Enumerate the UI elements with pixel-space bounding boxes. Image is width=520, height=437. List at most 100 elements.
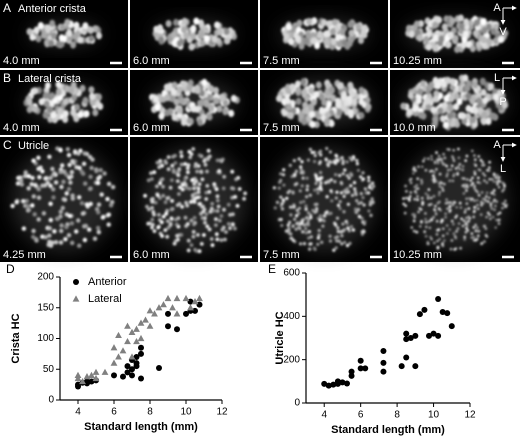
nucleus <box>177 106 184 114</box>
image-label: 4.25 mm <box>3 249 46 261</box>
image-label: 7.5 mm <box>263 55 300 67</box>
nucleus <box>455 206 459 209</box>
nucleus <box>161 214 166 219</box>
nucleus <box>306 158 310 162</box>
x-tick-label: 12 <box>464 410 476 421</box>
nucleus <box>341 159 345 163</box>
nucleus <box>206 113 213 121</box>
nucleus <box>408 199 411 202</box>
nucleus <box>324 181 328 185</box>
nucleus <box>293 174 297 178</box>
nucleus <box>470 232 474 235</box>
nucleus <box>70 81 77 89</box>
y-tick-label: 200 <box>37 272 54 283</box>
data-point <box>448 323 455 330</box>
nucleus <box>412 229 416 233</box>
nucleus <box>218 158 223 163</box>
nucleus <box>329 178 333 182</box>
data-point <box>119 347 127 354</box>
nucleus <box>469 45 476 53</box>
nucleus <box>415 187 419 191</box>
nucleus <box>348 241 352 245</box>
nucleus <box>435 219 439 223</box>
nucleus <box>494 226 498 229</box>
data-point <box>182 294 190 302</box>
nucleus <box>335 235 340 239</box>
nucleus <box>159 178 164 183</box>
nucleus <box>293 217 297 221</box>
nucleus <box>434 212 438 216</box>
nucleus <box>479 213 483 216</box>
nucleus <box>456 98 463 106</box>
nucleus <box>199 169 204 174</box>
nucleus <box>436 245 440 249</box>
nucleus <box>42 92 49 100</box>
nucleus <box>459 246 462 250</box>
nucleus <box>465 226 468 230</box>
nucleus <box>325 146 329 151</box>
nucleus <box>26 207 32 213</box>
nucleus <box>295 35 301 43</box>
nucleus <box>220 227 225 232</box>
orientation-label: L <box>494 72 500 84</box>
nucleus <box>306 211 311 215</box>
nucleus <box>301 118 308 126</box>
nucleus <box>420 178 423 182</box>
nucleus <box>463 210 467 214</box>
nucleus <box>504 199 507 203</box>
nucleus <box>332 248 336 252</box>
nucleus <box>488 160 491 164</box>
nucleus <box>26 28 33 36</box>
nucleus <box>217 169 222 173</box>
data-point <box>357 365 364 372</box>
nucleus <box>154 103 161 111</box>
nucleus <box>281 198 285 202</box>
nucleus <box>471 181 475 185</box>
nucleus <box>290 236 294 240</box>
nucleus <box>450 164 454 168</box>
legend-marker <box>73 279 79 285</box>
data-point <box>142 316 149 323</box>
nucleus <box>480 36 487 44</box>
nucleus <box>284 229 289 233</box>
nucleus <box>423 230 427 233</box>
nucleus <box>76 218 81 223</box>
nucleus <box>294 169 298 173</box>
nucleus <box>473 19 480 27</box>
nucleus <box>449 168 453 171</box>
nucleus <box>464 230 468 234</box>
nucleus <box>318 184 322 188</box>
nucleus <box>186 238 191 243</box>
nucleus <box>424 217 427 221</box>
nucleus <box>205 224 210 229</box>
nucleus <box>444 215 447 219</box>
nucleus <box>170 178 174 183</box>
nucleus <box>230 94 237 103</box>
nucleus <box>305 32 312 40</box>
nucleus <box>300 160 304 164</box>
orientation-label: A <box>493 2 501 14</box>
nucleus <box>158 161 163 166</box>
nucleus <box>441 80 447 89</box>
nucleus <box>340 229 344 233</box>
nucleus <box>476 97 483 105</box>
nucleus <box>494 176 498 180</box>
nucleus <box>432 194 436 198</box>
nucleus <box>165 208 170 213</box>
nucleus <box>432 215 435 219</box>
data-point <box>196 294 203 302</box>
nucleus <box>450 219 454 223</box>
nucleus <box>340 242 344 246</box>
nucleus <box>426 194 430 197</box>
cell-nuclei <box>152 17 237 51</box>
data-point <box>138 344 144 351</box>
nucleus <box>475 91 482 100</box>
data-point <box>187 304 194 311</box>
nucleus <box>312 246 316 250</box>
nucleus <box>234 177 239 182</box>
nucleus <box>408 30 415 39</box>
nucleus <box>63 237 68 242</box>
nucleus <box>431 169 434 173</box>
image-label: 6.0 mm <box>133 55 170 67</box>
